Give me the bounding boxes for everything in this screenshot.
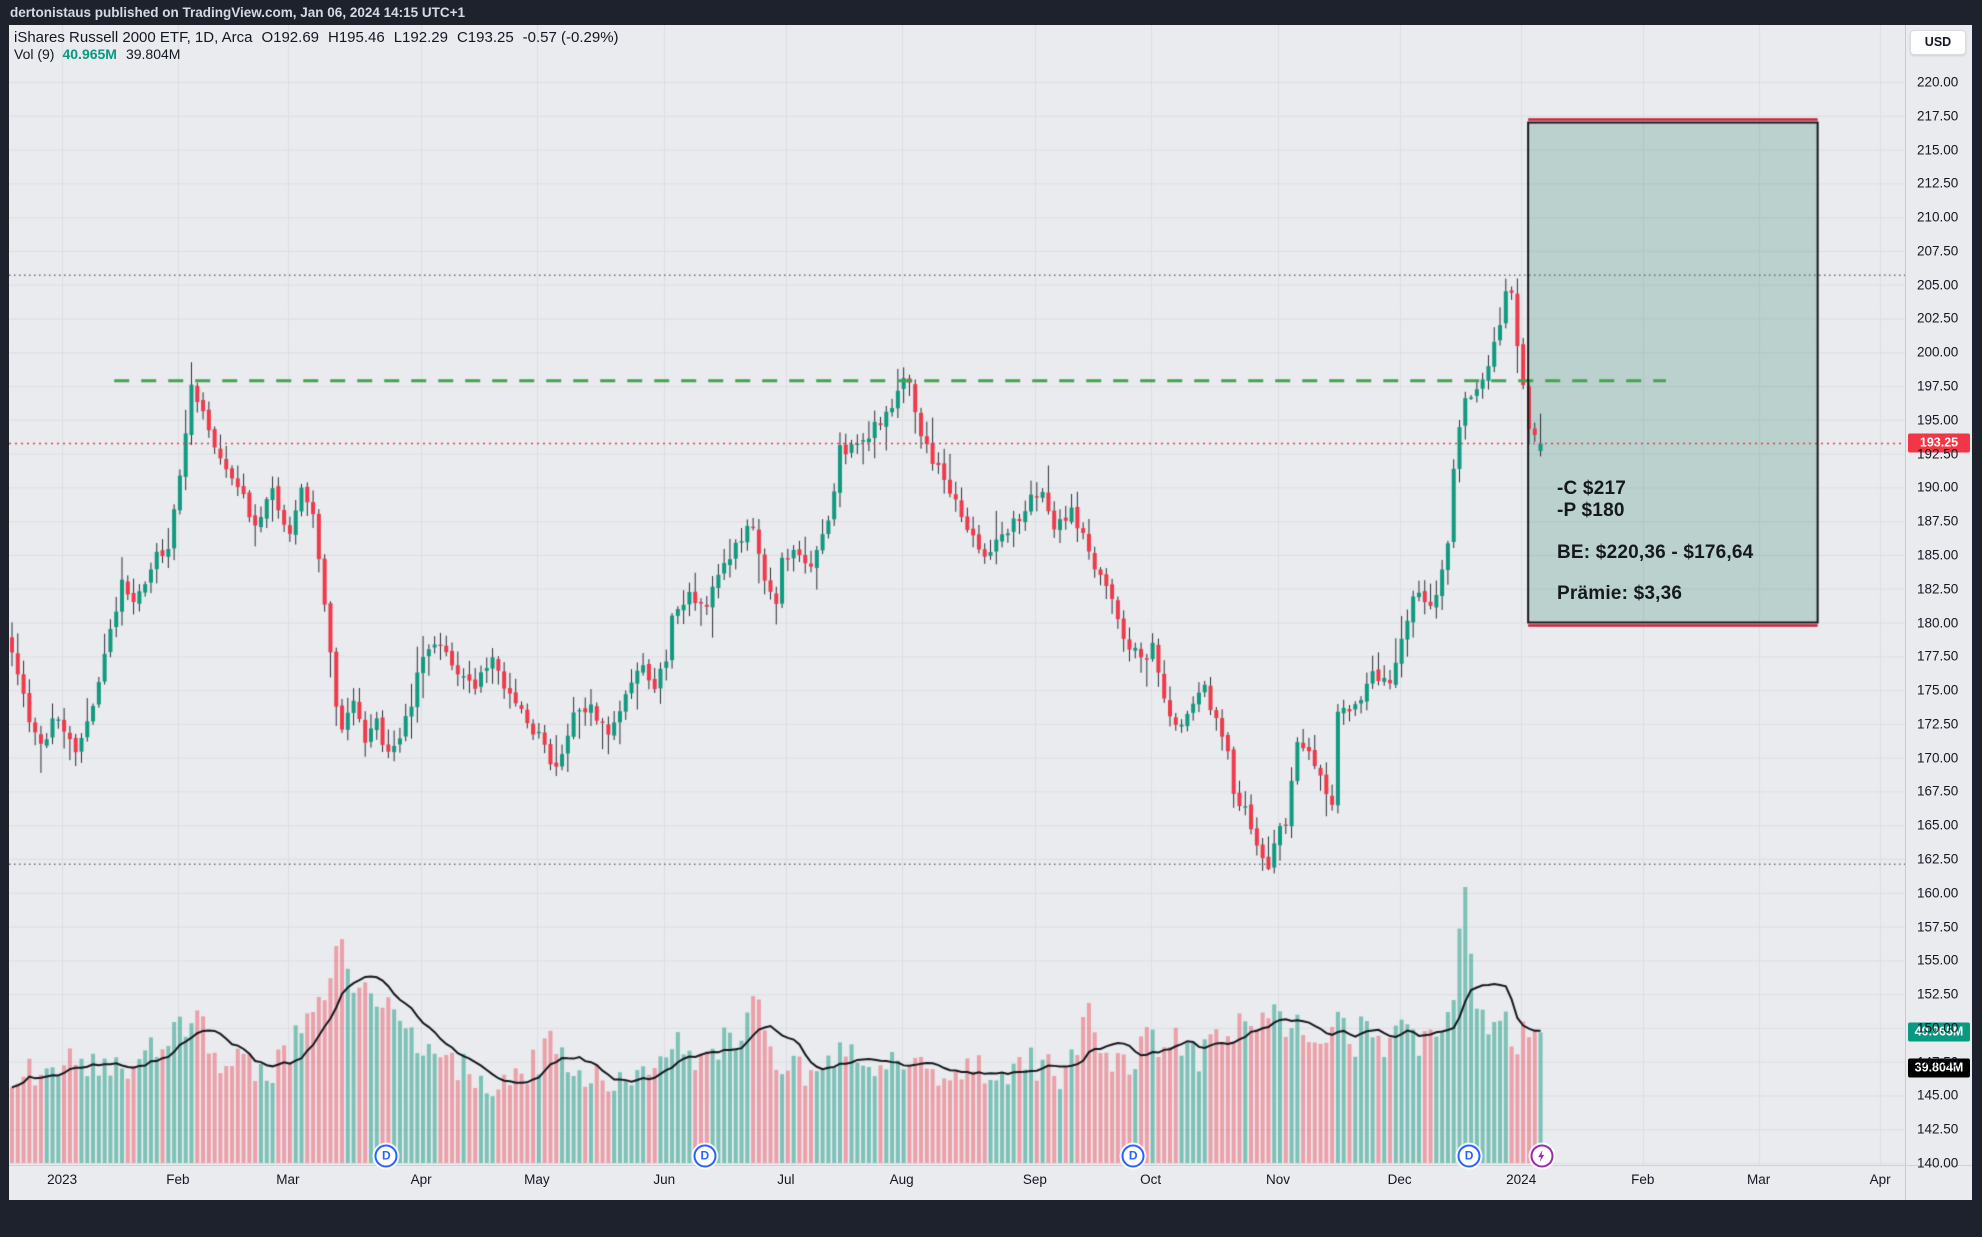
ohlc-low: L192.29 [393, 29, 448, 46]
price-tick-label: 210.00 [1917, 209, 1959, 225]
price-tick-label: 200.00 [1917, 344, 1959, 360]
price-tick-label: 195.00 [1917, 412, 1959, 428]
price-tick-label: 192.50 [1917, 446, 1959, 462]
price-tick-label: 147.50 [1917, 1054, 1959, 1070]
last-price-tag: 193.25 [1908, 433, 1970, 453]
dividend-marker[interactable]: D [1121, 1144, 1145, 1168]
price-tick-label: 217.50 [1917, 108, 1959, 124]
time-tick-label: May [524, 1172, 550, 1187]
time-tick-label: Nov [1265, 1172, 1291, 1187]
price-tick-label: 180.00 [1917, 615, 1959, 630]
price-tick-label: 177.50 [1917, 648, 1959, 664]
price-tick-label: 207.50 [1917, 243, 1959, 259]
volume-indicator-row: Vol (9) 40.965M 39.804M [14, 46, 181, 62]
price-tick-label: 212.50 [1917, 175, 1959, 191]
price-tick-label: 172.50 [1917, 716, 1959, 732]
change-value: -0.57 (-0.29%) [522, 29, 619, 46]
price-tick-label: 165.00 [1917, 817, 1959, 833]
price-tick-label: 205.00 [1917, 277, 1959, 293]
volume-indicator-label: Vol [14, 46, 34, 62]
ohlc-open: O192.69 [261, 29, 319, 46]
price-tick-label: 190.00 [1917, 479, 1959, 495]
time-tick-label: 2024 [1506, 1172, 1537, 1187]
price-tick-label: 152.50 [1917, 986, 1959, 1002]
time-tick-label: Apr [1869, 1172, 1891, 1187]
time-tick-label: Jul [777, 1172, 795, 1187]
price-tick-label: 197.50 [1917, 378, 1959, 394]
time-tick-label: Sep [1022, 1172, 1047, 1187]
dividend-marker[interactable]: D [1457, 1144, 1481, 1168]
attribution-bar: dertonistaus published on TradingView.co… [0, 0, 1982, 25]
attribution-text: dertonistaus published on TradingView.co… [10, 5, 466, 20]
dividend-marker[interactable]: D [693, 1144, 717, 1168]
time-tick-label: Mar [1746, 1172, 1771, 1187]
price-tick-label: 150.00 [1917, 1020, 1959, 1036]
price-tick-label: 162.50 [1917, 851, 1959, 867]
time-tick-label: Feb [166, 1172, 190, 1187]
time-tick-label: Oct [1140, 1172, 1162, 1187]
lightning-icon [1538, 1150, 1545, 1162]
symbol-title: iShares Russell 2000 ETF, 1D, Arca [14, 29, 253, 46]
volume-ma-tag: 39.804M [1908, 1058, 1970, 1078]
volume-value-tag: 40.965M [1908, 1022, 1970, 1042]
symbol-legend-row: iShares Russell 2000 ETF, 1D, Arca O192.6… [14, 29, 619, 46]
time-tick-label: 2023 [47, 1172, 78, 1187]
price-tick-label: 157.50 [1917, 919, 1959, 935]
currency-toggle-button[interactable]: USD [1910, 30, 1966, 55]
price-tick-label: 155.00 [1917, 952, 1959, 968]
price-tick-label: 167.50 [1917, 783, 1959, 799]
price-tick-label: 170.00 [1917, 750, 1959, 766]
time-tick-label: Aug [889, 1172, 914, 1187]
time-tick-label: Mar [276, 1172, 300, 1187]
annotation-line[interactable]: -P $180 [1557, 500, 1625, 521]
price-chart-canvas[interactable] [9, 25, 1905, 1166]
price-tick-label: 185.00 [1917, 547, 1959, 563]
price-tick-label: 142.50 [1917, 1121, 1959, 1137]
ohlc-high: H195.46 [328, 29, 385, 46]
price-tick-label: 140.00 [1917, 1155, 1959, 1171]
price-tick-label: 160.00 [1917, 885, 1959, 901]
annotation-line[interactable]: Prämie: $3,36 [1557, 583, 1683, 604]
volume-current-value: 40.965M [62, 46, 117, 62]
time-tick-label: Dec [1387, 1172, 1412, 1187]
annotation-line[interactable]: -C $217 [1557, 478, 1626, 499]
price-tick-label: 220.00 [1917, 74, 1959, 90]
price-tick-label: 182.50 [1917, 581, 1959, 597]
time-tick-label: Feb [1631, 1172, 1655, 1187]
volume-indicator-period: (9) [37, 46, 55, 62]
price-tick-label: 215.00 [1917, 142, 1959, 158]
price-tick-label: 202.50 [1917, 310, 1959, 326]
price-axis-divider [1905, 25, 1906, 1200]
annotation-line[interactable]: BE: $220,36 - $176,64 [1557, 542, 1754, 563]
price-tick-label: 187.50 [1917, 513, 1959, 529]
footer-bar: TradingView [0, 1200, 1982, 1237]
time-tick-label: Jun [653, 1172, 676, 1187]
volume-ma-value: 39.804M [125, 46, 181, 62]
flash-event-marker[interactable] [1530, 1144, 1554, 1168]
ohlc-close: C193.25 [456, 29, 514, 46]
time-axis-border [9, 1165, 1972, 1166]
time-tick-label: Apr [410, 1172, 432, 1187]
price-tick-label: 145.00 [1917, 1087, 1959, 1103]
price-tick-label: 175.00 [1917, 682, 1959, 698]
right-margin [1972, 25, 1982, 1200]
dividend-marker[interactable]: D [374, 1144, 398, 1168]
